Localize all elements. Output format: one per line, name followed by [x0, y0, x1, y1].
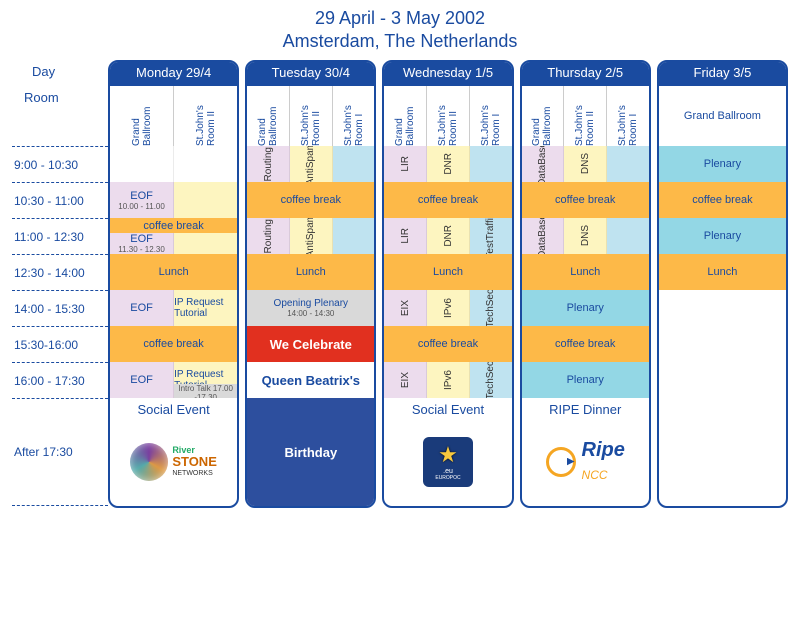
- col-thursday: Thursday 2/5 Grand Ballroom St.John's Ro…: [520, 60, 651, 508]
- head-wed: Wednesday 1/5: [384, 62, 511, 86]
- time-4: 14:00 - 15:30: [12, 290, 108, 326]
- days-row: Monday 29/4 Grand Ballroom St.John's Roo…: [108, 60, 788, 508]
- ripe-circle-icon: [546, 447, 576, 477]
- mon-coffee: coffee break: [110, 218, 237, 233]
- time-2: 11:00 - 12:30: [12, 218, 108, 254]
- room-cell: Grand Ballroom: [110, 86, 174, 146]
- head-tue: Tuesday 30/4: [247, 62, 374, 86]
- label-day: Day: [12, 60, 108, 86]
- schedule-container: 29 April - 3 May 2002 Amsterdam, The Net…: [0, 0, 800, 516]
- mon-eof3: EOF: [110, 290, 174, 326]
- col-wednesday: Wednesday 1/5 Grand Ballroom St.John's R…: [382, 60, 513, 508]
- col-monday: Monday 29/4 Grand Ballroom St.John's Roo…: [108, 60, 239, 508]
- head-fri: Friday 3/5: [659, 62, 786, 86]
- label-room: Room: [12, 86, 108, 146]
- mon-ip1: IP Request Tutorial: [174, 290, 237, 326]
- room-cell: St.John's Room II: [174, 86, 237, 146]
- rooms-mon: Grand Ballroom St.John's Room II: [110, 86, 237, 146]
- tue-opening: Opening Plenary14:00 - 14:30: [247, 290, 374, 326]
- mon-intro: Intro Talk 17.00 -17.30: [174, 384, 237, 398]
- mon-coffee2: coffee break: [110, 326, 237, 362]
- mon-eof1: EOF10.00 - 11.00: [110, 182, 174, 218]
- head-thu: Thursday 2/5: [522, 62, 649, 86]
- title-dates: 29 April - 3 May 2002: [12, 8, 788, 29]
- head-mon: Monday 29/4: [110, 62, 237, 86]
- col-tuesday: Tuesday 30/4 Grand Ballroom St.John's Ro…: [245, 60, 376, 508]
- mon-eof2: EOF11.30 - 12.30: [110, 233, 174, 254]
- time-7: After 17:30: [12, 398, 108, 506]
- mon-ip2: IP Request TutorialIntro Talk 17.00 -17.…: [174, 362, 237, 398]
- time-3: 12:30 - 14:00: [12, 254, 108, 290]
- ripe-logo: RipeNCC: [522, 417, 649, 506]
- riverstone-logo: RiverSTONENETWORKS: [110, 417, 237, 506]
- time-5: 15:30-16:00: [12, 326, 108, 362]
- wed-social: Social Event ★.euEUROPOC: [384, 398, 511, 506]
- schedule-grid: Day Room 9:00 - 10:30 10:30 - 11:00 11:0…: [12, 60, 788, 508]
- eu-logo: ★.euEUROPOC: [423, 437, 473, 487]
- time-1: 10:30 - 11:00: [12, 182, 108, 218]
- flag-red: We Celebrate: [247, 326, 374, 362]
- title-location: Amsterdam, The Netherlands: [12, 31, 788, 52]
- flag-white: Queen Beatrix's: [247, 362, 374, 398]
- left-column: Day Room 9:00 - 10:30 10:30 - 11:00 11:0…: [12, 60, 108, 508]
- time-0: 9:00 - 10:30: [12, 146, 108, 182]
- mon-eof4: EOF: [110, 362, 174, 398]
- col-friday: Friday 3/5 Grand Ballroom Plenary coffee…: [657, 60, 788, 508]
- time-6: 16:00 - 17:30: [12, 362, 108, 398]
- thu-dinner: RIPE Dinner RipeNCC: [522, 398, 649, 506]
- swirl-icon: [130, 443, 168, 481]
- flag-blue: Birthday: [247, 398, 374, 506]
- mon-social: Social Event RiverSTONENETWORKS: [110, 398, 237, 506]
- mon-lunch: Lunch: [110, 254, 237, 290]
